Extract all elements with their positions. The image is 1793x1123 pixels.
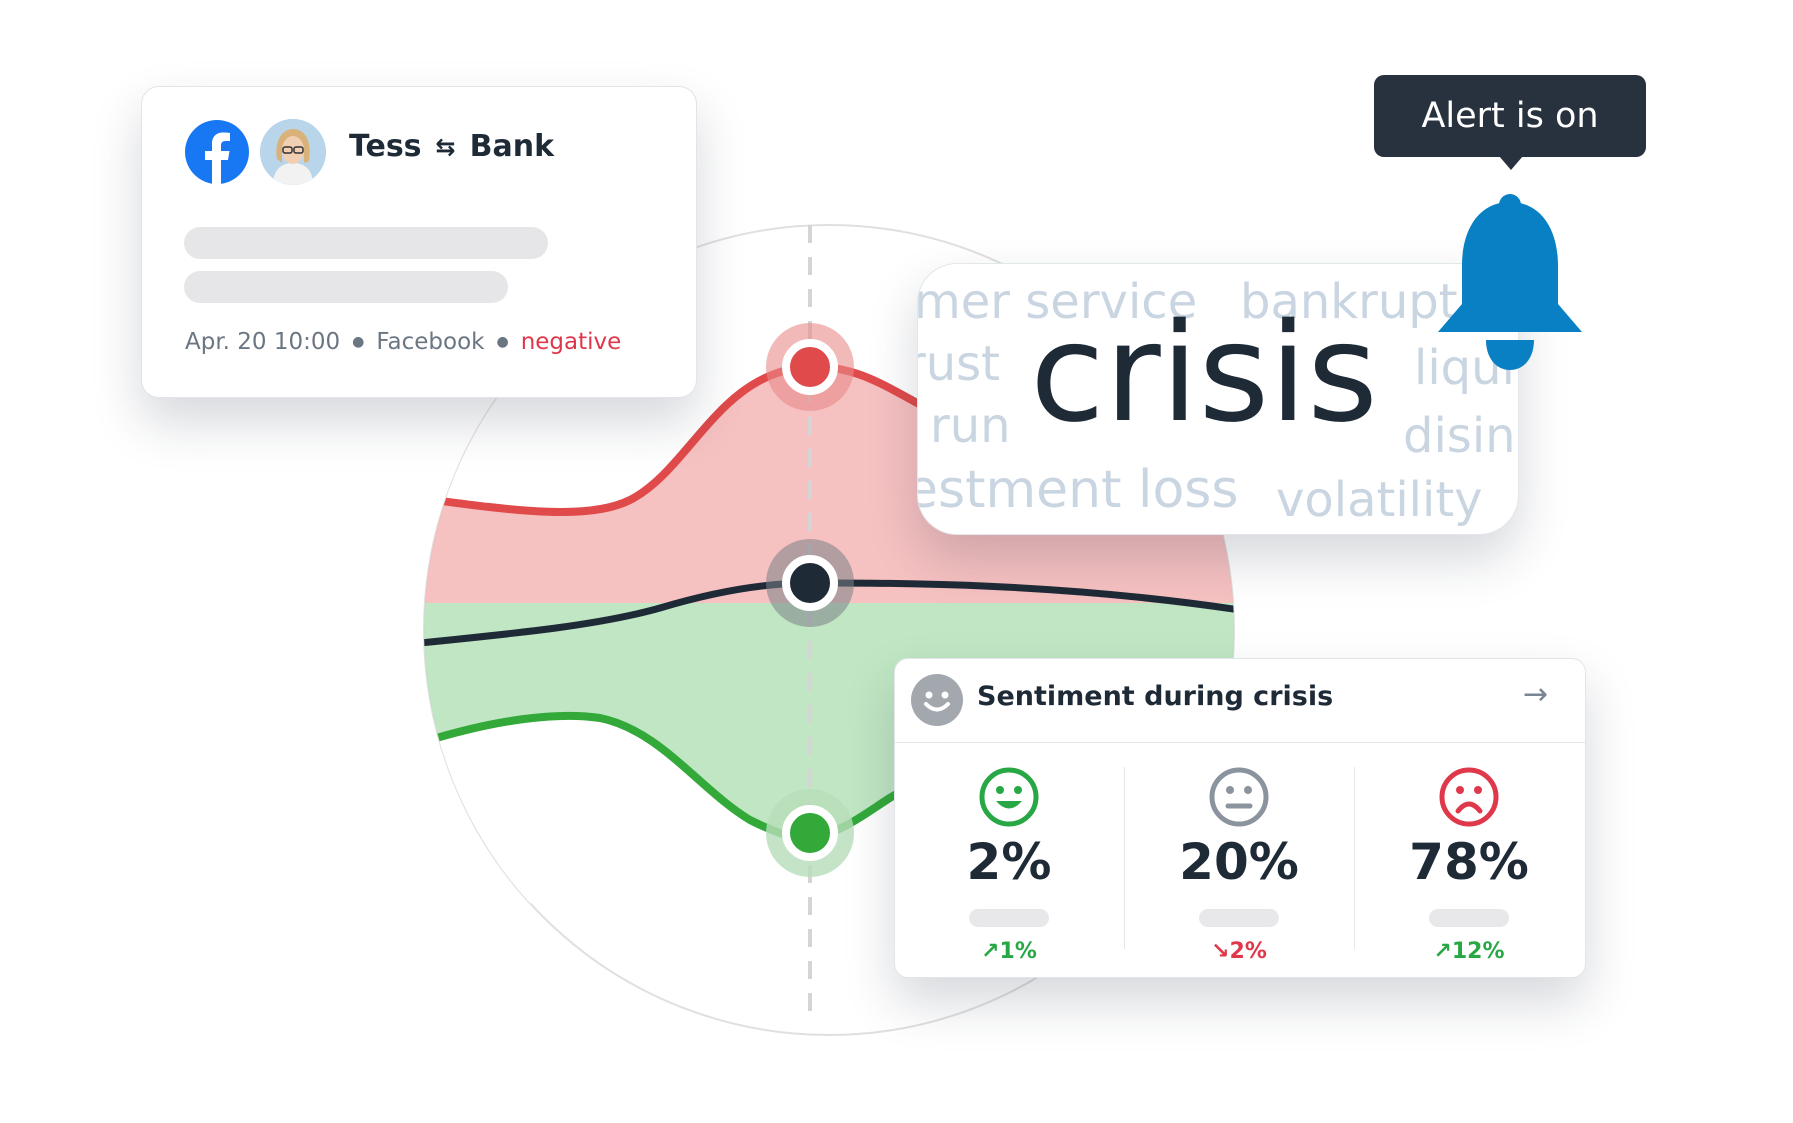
mention-source: Facebook <box>376 329 485 355</box>
sentiment-column-positive: 2% ↗1% <box>895 767 1123 964</box>
sad-face-icon <box>1439 767 1499 827</box>
column-divider <box>1124 767 1125 949</box>
cloud-word: mer service <box>917 274 1198 330</box>
text-placeholder-line <box>184 271 508 303</box>
mention-meta: Apr. 20 10:00 ● Facebook ● negative <box>185 329 621 355</box>
sentiment-column-neutral: 20% ↘2% <box>1125 767 1353 964</box>
mention-timestamp: Apr. 20 10:00 <box>185 329 341 355</box>
target-name: Bank <box>469 129 555 164</box>
alert-label: Alert is on <box>1421 96 1599 136</box>
positive-marker <box>782 805 838 861</box>
divider <box>895 742 1585 743</box>
placeholder-bar <box>1199 909 1279 927</box>
smiley-icon <box>911 674 963 726</box>
mention-participants: Tess ⇆ Bank <box>349 129 554 164</box>
cloud-word: disin <box>1403 408 1516 464</box>
swap-arrows-icon: ⇆ <box>435 132 456 161</box>
sentiment-label: negative <box>520 329 622 355</box>
happy-face-icon <box>979 767 1039 827</box>
avatar <box>260 119 326 185</box>
cloud-main-word: crisis <box>1030 295 1378 453</box>
cloud-word: bankrupt <box>1240 274 1458 330</box>
column-divider <box>1354 767 1355 949</box>
author-name: Tess <box>349 129 422 164</box>
negative-marker <box>782 339 838 395</box>
separator-dot: ● <box>496 334 509 350</box>
alert-tooltip: Alert is on <box>1374 75 1646 157</box>
cloud-word: volatility <box>1276 472 1483 528</box>
text-placeholder-line <box>184 227 548 259</box>
sentiment-summary-card[interactable]: Sentiment during crisis → 2% ↗1% 20% ↘2% <box>894 658 1586 978</box>
mention-card[interactable]: Tess ⇆ Bank Apr. 20 10:00 ● Facebook ● n… <box>141 86 697 398</box>
cloud-word: run <box>930 398 1011 454</box>
trend-up-icon: ↗ <box>981 939 1000 964</box>
arrow-right-icon[interactable]: → <box>1523 677 1549 712</box>
placeholder-bar <box>1429 909 1509 927</box>
trend-up-icon: ↗ <box>1433 939 1452 964</box>
separator-dot: ● <box>352 334 365 350</box>
facebook-icon <box>185 120 249 184</box>
neutral-marker <box>782 555 838 611</box>
alert-tooltip-pointer <box>1499 156 1523 170</box>
sentiment-value: 2% <box>966 833 1052 891</box>
sentiment-column-negative: 78% ↗12% <box>1355 767 1583 964</box>
sentiment-card-title: Sentiment during crisis <box>977 681 1334 712</box>
sentiment-change: ↗12% <box>1433 939 1505 964</box>
trend-down-icon: ↘ <box>1211 939 1230 964</box>
word-cloud-card[interactable]: mer service bankrupt rust liqui run disi… <box>917 263 1519 535</box>
sentiment-change: ↘2% <box>1211 939 1267 964</box>
sentiment-value: 20% <box>1179 833 1299 891</box>
placeholder-bar <box>969 909 1049 927</box>
sentiment-value: 78% <box>1409 833 1529 891</box>
bell-icon[interactable] <box>1434 192 1586 376</box>
sentiment-change: ↗1% <box>981 939 1037 964</box>
cloud-word: estment loss <box>917 460 1239 520</box>
negative-series-line <box>424 362 944 516</box>
cloud-word: rust <box>918 336 1000 392</box>
neutral-face-icon <box>1209 767 1269 827</box>
